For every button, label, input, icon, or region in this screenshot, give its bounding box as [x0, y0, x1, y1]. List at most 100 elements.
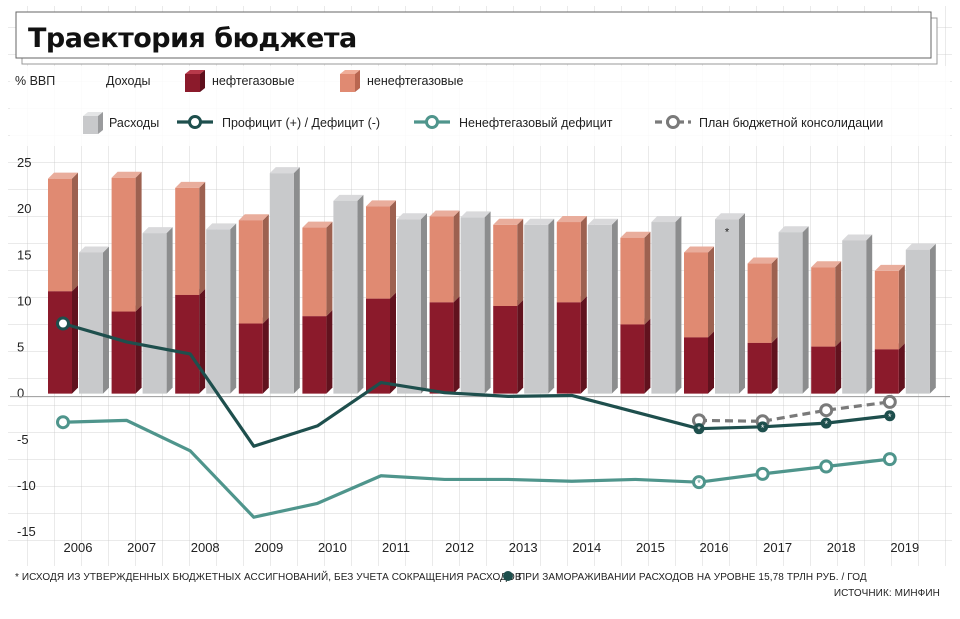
bar-non-oil-gas: [175, 181, 206, 295]
x-tick-label: 2011: [382, 540, 410, 555]
non-oil-deficit-point: [819, 459, 834, 474]
consolidation-line: [698, 400, 891, 423]
y-tick-label: 0: [17, 386, 24, 401]
bar-non-oil-gas: [493, 218, 524, 306]
revenue-label: Доходы: [106, 74, 150, 88]
bar-expenses: [651, 216, 682, 394]
bar-non-oil-gas: [238, 214, 269, 324]
bar-expenses: [206, 223, 237, 394]
bar-expenses: [142, 227, 173, 394]
bar-oil-gas: [684, 331, 714, 394]
balance-point: [56, 316, 70, 331]
y-tick-label: -15: [17, 524, 36, 539]
legend-consolidation-symbol: [655, 115, 691, 129]
consolidation-point: [882, 394, 897, 409]
legend-balance-label: Профицит (+) / Дефицит (-): [222, 116, 380, 130]
legend-oil-gas-label: нефтегазовые: [212, 74, 295, 88]
bar-non-oil-gas: [874, 264, 905, 350]
balance-freeze-star: *: [761, 423, 765, 433]
legend-non-oil-deficit-label: Ненефтегазовый дефицит: [459, 116, 613, 130]
bar-oil-gas: [493, 299, 524, 394]
footer: * ИСХОДЯ ИЗ УТВЕРЖДЕННЫХ БЮДЖЕТНЫХ АССИГ…: [8, 566, 952, 616]
footnote-freeze: ПРИ ЗАМОРАЖИВАНИИ РАСХОДОВ НА УРОВНЕ 15,…: [518, 572, 867, 583]
x-tick-label: 2017: [763, 540, 792, 555]
x-tick-label: 2016: [700, 540, 729, 555]
non-oil-deficit-point: [882, 452, 897, 467]
balance-freeze-point: [820, 417, 832, 429]
x-tick-label: 2014: [572, 540, 601, 555]
non-oil-deficit-point: [755, 466, 770, 481]
non-oil-deficit-line: [62, 418, 890, 519]
legend-non-oil-deficit-symbol: [414, 115, 450, 129]
bar-expenses: [79, 246, 109, 394]
y-tick-label: 15: [17, 247, 31, 262]
title-block: Траектория бюджета: [15, 11, 938, 65]
y-tick-label: -5: [17, 432, 29, 447]
bar-expenses: [778, 226, 809, 394]
x-tick-label: 2012: [445, 540, 474, 555]
bar-non-oil-gas: [684, 246, 714, 338]
bar-non-oil-gas: [302, 221, 333, 317]
legend-expenses-label: Расходы: [109, 116, 159, 130]
x-tick-label: 2013: [509, 540, 538, 555]
x-tick-label: 2018: [827, 540, 856, 555]
bar-oil-gas: [302, 310, 333, 394]
bar-non-oil-gas: [111, 171, 142, 312]
unit-label: % ВВП: [15, 74, 55, 88]
x-tick-label: 2010: [318, 540, 347, 555]
bar-non-oil-gas: [429, 210, 460, 303]
bar-non-oil-gas: [747, 257, 778, 343]
source-label: ИСТОЧНИК: МИНФИН: [834, 588, 940, 599]
bar-expenses: [587, 218, 618, 394]
x-tick-label: 2015: [636, 540, 665, 555]
bar-non-oil-gas: [620, 231, 651, 325]
legend-balance-symbol: [177, 115, 213, 129]
x-tick-label: 2009: [254, 540, 283, 555]
balance-freeze-point: [757, 421, 769, 433]
bar-expenses: [842, 234, 873, 394]
bar-expenses: [905, 243, 936, 394]
balance-freeze-star: *: [888, 412, 892, 422]
expenses-star-mark: *: [725, 226, 730, 238]
x-tick-label: 2008: [191, 540, 220, 555]
footnote-star: * ИСХОДЯ ИЗ УТВЕРЖДЕННЫХ БЮДЖЕТНЫХ АССИГ…: [15, 570, 522, 583]
bar-oil-gas: [556, 296, 587, 394]
bar-expenses: [333, 194, 364, 394]
bar-oil-gas: [874, 343, 905, 394]
bar-oil-gas: [175, 288, 206, 394]
balance-freeze-star: *: [824, 419, 828, 429]
bar-oil-gas: [811, 340, 842, 394]
bar-non-oil-gas: [811, 261, 842, 347]
freeze-marker-icon: [503, 571, 513, 581]
bar-oil-gas: [238, 317, 269, 394]
balance-line: [62, 321, 890, 448]
balance-freeze-star: *: [697, 425, 701, 435]
bar-oil-gas: [366, 292, 396, 394]
bar-non-oil-gas: [366, 200, 396, 299]
bar-expenses: [715, 213, 745, 394]
bar-expenses: [397, 213, 427, 394]
bar-oil-gas: [429, 296, 460, 394]
bar-oil-gas: [620, 318, 651, 394]
legend-non-oil-gas-label: ненефтегазовые: [367, 74, 464, 88]
bar-expenses: [524, 218, 555, 394]
bar-oil-gas: [111, 305, 142, 394]
legend-swatch-non-oil-gas: [340, 70, 360, 92]
legend-consolidation-label: План бюджетной консолидации: [699, 116, 883, 130]
balance-freeze-point: [693, 423, 705, 435]
bar-non-oil-gas: [556, 216, 587, 303]
bar-expenses: [460, 211, 491, 394]
y-tick-label: 25: [17, 155, 31, 170]
balance-freeze-point: [884, 410, 896, 422]
bar-oil-gas: [48, 285, 78, 394]
non-oil-deficit-point: [692, 475, 706, 490]
bar-non-oil-gas: [48, 172, 78, 292]
y-tick-label: -10: [17, 478, 36, 493]
non-oil-deficit-point: [56, 415, 70, 430]
bar-expenses: [269, 167, 300, 394]
legend-swatch-oil-gas: [185, 70, 205, 92]
bar-oil-gas: [747, 336, 778, 394]
